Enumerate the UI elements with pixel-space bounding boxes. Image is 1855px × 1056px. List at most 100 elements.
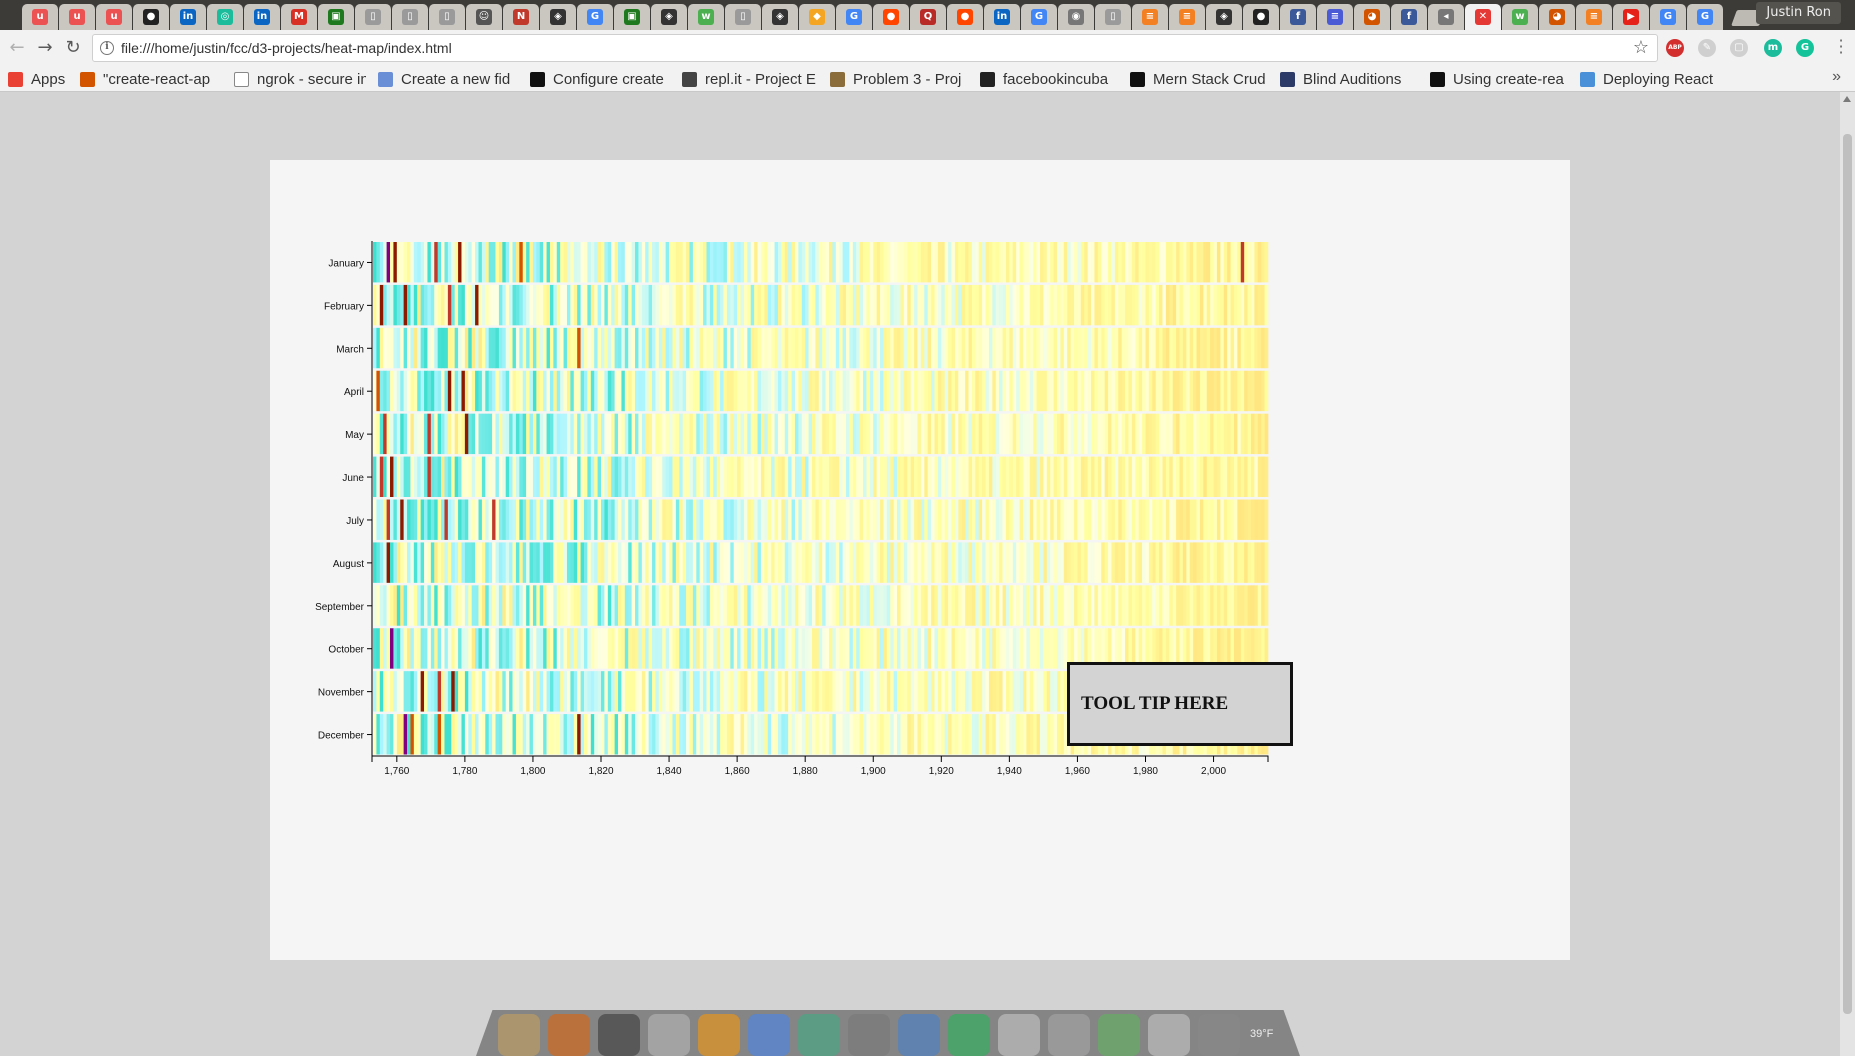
heatmap-cell[interactable] (760, 628, 765, 669)
heatmap-cell[interactable] (618, 714, 622, 755)
heatmap-cell[interactable] (488, 284, 493, 326)
heatmap-cell[interactable] (754, 628, 758, 669)
heatmap-cell[interactable] (747, 456, 752, 497)
heatmap-cell[interactable] (1227, 499, 1231, 540)
heatmap-cell[interactable] (1240, 242, 1245, 283)
heatmap-cell[interactable] (573, 284, 578, 326)
heatmap-cell[interactable] (461, 242, 466, 283)
heatmap-cell[interactable] (611, 327, 615, 369)
heatmap-cell[interactable] (723, 714, 728, 755)
heatmap-cell[interactable] (924, 671, 929, 712)
heatmap-cell[interactable] (839, 242, 843, 283)
heatmap-cell[interactable] (566, 413, 571, 455)
heatmap-cell[interactable] (1108, 327, 1112, 369)
heatmap-cell[interactable] (1057, 628, 1061, 669)
heatmap-cell[interactable] (512, 542, 517, 583)
heatmap-cell[interactable] (944, 242, 949, 283)
heatmap-cell[interactable] (1145, 585, 1150, 626)
heatmap-cell[interactable] (866, 456, 871, 497)
heatmap-cell[interactable] (1196, 456, 1201, 497)
heatmap-cell[interactable] (590, 628, 595, 669)
heatmap-cell[interactable] (846, 413, 850, 455)
bookmark-item[interactable]: Apps (8, 69, 74, 89)
heatmap-cell[interactable] (931, 413, 935, 455)
heatmap-cell[interactable] (1230, 628, 1235, 669)
heatmap-cell[interactable] (880, 671, 884, 712)
heatmap-cell[interactable] (1026, 327, 1031, 369)
terminal-icon[interactable] (598, 1014, 640, 1056)
heatmap-cell[interactable] (1227, 370, 1231, 412)
heatmap-cell[interactable] (577, 242, 581, 283)
heatmap-cell[interactable] (594, 370, 598, 412)
heatmap-cell[interactable] (811, 628, 816, 669)
heatmap-cell[interactable] (1057, 671, 1061, 712)
heatmap-cell[interactable] (1050, 542, 1054, 583)
heatmap-cell[interactable] (788, 456, 792, 497)
heatmap-cell[interactable] (601, 242, 605, 283)
heatmap-cell[interactable] (580, 413, 585, 455)
heatmap-cell[interactable] (407, 499, 411, 540)
heatmap-cell[interactable] (743, 242, 748, 283)
heatmap-cell[interactable] (1128, 542, 1133, 583)
heatmap-cell[interactable] (852, 413, 857, 455)
heatmap-cell[interactable] (794, 456, 799, 497)
heatmap-cell[interactable] (856, 499, 860, 540)
heatmap-cell[interactable] (566, 671, 571, 712)
heatmap-cell[interactable] (1138, 542, 1143, 583)
heatmap-cell[interactable] (536, 714, 541, 755)
heatmap-cell[interactable] (873, 242, 878, 283)
heatmap-cell[interactable] (825, 542, 830, 583)
heatmap-cell[interactable] (961, 628, 966, 669)
heatmap-cell[interactable] (396, 585, 401, 626)
heatmap-cell[interactable] (706, 671, 711, 712)
heatmap-cell[interactable] (897, 370, 901, 412)
heatmap-cell[interactable] (1101, 542, 1106, 583)
heatmap-cell[interactable] (1057, 284, 1061, 326)
heatmap-cell[interactable] (1176, 456, 1180, 497)
heatmap-cell[interactable] (1247, 628, 1252, 669)
heatmap-cell[interactable] (1005, 628, 1010, 669)
heatmap-cell[interactable] (941, 542, 946, 583)
heatmap-cell[interactable] (601, 714, 605, 755)
reload-icon[interactable]: ↻ (65, 37, 81, 58)
heatmap-cell[interactable] (1199, 370, 1204, 412)
heatmap-cell[interactable] (1169, 242, 1174, 283)
heatmap-cell[interactable] (835, 628, 840, 669)
heatmap-cell[interactable] (886, 370, 891, 412)
heatmap-cell[interactable] (1216, 542, 1221, 583)
heatmap-cell[interactable] (485, 327, 490, 369)
heatmap-cell[interactable] (590, 585, 595, 626)
heatmap-cell[interactable] (920, 585, 925, 626)
heatmap-cell[interactable] (835, 284, 840, 326)
heatmap-cell[interactable] (917, 542, 922, 583)
heatmap-cell[interactable] (829, 542, 833, 583)
heatmap-cell[interactable] (485, 413, 490, 455)
heatmap-cell[interactable] (873, 370, 878, 412)
heatmap-cell[interactable] (454, 542, 459, 583)
heatmap-cell[interactable] (594, 542, 598, 583)
heatmap-cell[interactable] (471, 413, 476, 455)
heatmap-cell[interactable] (1091, 284, 1095, 326)
heatmap-cell[interactable] (777, 242, 782, 283)
heatmap-cell[interactable] (907, 413, 912, 455)
browser-tab[interactable]: ≡ (1169, 4, 1205, 30)
heatmap-cell[interactable] (794, 242, 799, 283)
heatmap-cell[interactable] (590, 714, 595, 755)
heatmap-cell[interactable] (447, 370, 452, 412)
heatmap-cell[interactable] (941, 714, 946, 755)
heatmap-cell[interactable] (944, 413, 949, 455)
heatmap-cell[interactable] (658, 628, 663, 669)
heatmap-cell[interactable] (849, 327, 854, 369)
heatmap-cell[interactable] (464, 628, 469, 669)
heatmap-cell[interactable] (1165, 413, 1170, 455)
heatmap-cell[interactable] (502, 628, 507, 669)
heatmap-cell[interactable] (975, 327, 980, 369)
heatmap-cell[interactable] (924, 413, 929, 455)
heatmap-cell[interactable] (784, 499, 789, 540)
heatmap-cell[interactable] (672, 542, 677, 583)
heatmap-cell[interactable] (481, 327, 486, 369)
heatmap-cell[interactable] (1097, 413, 1102, 455)
heatmap-cell[interactable] (1101, 327, 1106, 369)
heatmap-cell[interactable] (1172, 370, 1177, 412)
heatmap-cell[interactable] (774, 671, 779, 712)
